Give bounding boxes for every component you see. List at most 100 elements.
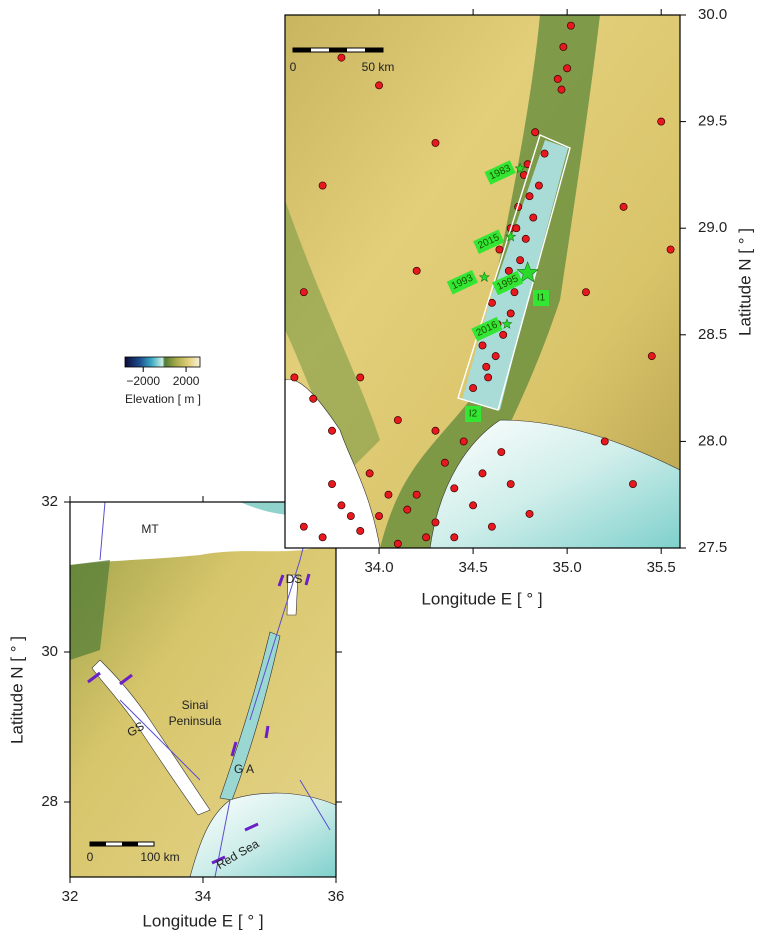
scale-bar-label: 100 km [140, 850, 179, 864]
x-tick-label: 35.5 [647, 559, 676, 576]
earthquake [432, 427, 439, 434]
earthquake [658, 118, 665, 125]
colorbar-label: Elevation [ m ] [125, 392, 201, 406]
earthquake [629, 480, 636, 487]
x-tick-label: 34.0 [364, 559, 393, 576]
x-tick-label: 36 [328, 888, 345, 905]
earthquake [522, 235, 529, 242]
earthquake [507, 480, 514, 487]
earthquake [498, 448, 505, 455]
earthquake [328, 427, 335, 434]
earthquake [479, 342, 486, 349]
earthquake [375, 512, 382, 519]
inset-map: MT DS Sinai Peninsula GS G A Red Sea 0 1… [7, 493, 344, 931]
y-axis-label: Latitude N [ ° ] [7, 636, 26, 744]
earthquake [357, 374, 364, 381]
colorbar-scale [125, 357, 200, 367]
main-scale-bar [293, 48, 383, 52]
earthquake [496, 246, 503, 253]
x-axis-label: Longitude E [ ° ] [421, 589, 542, 608]
earthquake [413, 491, 420, 498]
colorbar: Elevation [ m ] −2000 2000 [125, 357, 201, 406]
earthquake [385, 491, 392, 498]
earthquake [505, 267, 512, 274]
earthquake [338, 54, 345, 61]
x-tick-label: 32 [62, 888, 79, 905]
earthquake [375, 82, 382, 89]
x-tick-label: 34.5 [458, 559, 487, 576]
y-tick-label: 28.5 [698, 326, 727, 343]
earthquake [517, 257, 524, 264]
map-label: Peninsula [169, 714, 222, 728]
earthquake [507, 310, 514, 317]
earthquake [460, 438, 467, 445]
earthquake [451, 534, 458, 541]
earthquake [492, 353, 499, 360]
scale-bar-label: 50 km [362, 60, 395, 74]
earthquake [291, 374, 298, 381]
box-label: I1 [537, 293, 546, 304]
colorbar-tick-label: 2000 [173, 374, 200, 388]
earthquake [413, 267, 420, 274]
earthquake [488, 299, 495, 306]
map-label: MT [141, 522, 159, 536]
x-tick-label: 35.0 [553, 559, 582, 576]
earthquake [338, 502, 345, 509]
earthquake [526, 193, 533, 200]
colorbar-tick-label: −2000 [126, 374, 160, 388]
x-tick-label: 34 [195, 888, 212, 905]
map-label: Sinai [182, 698, 209, 712]
earthquake [560, 43, 567, 50]
earthquake [535, 182, 542, 189]
earthquake [441, 459, 448, 466]
y-tick-label: 28 [41, 793, 58, 810]
earthquake [479, 470, 486, 477]
earthquake [432, 519, 439, 526]
earthquake [620, 203, 627, 210]
earthquake [300, 289, 307, 296]
y-tick-label: 29.5 [698, 113, 727, 130]
earthquake [567, 22, 574, 29]
earthquake [601, 438, 608, 445]
earthquake [500, 331, 507, 338]
earthquake [394, 416, 401, 423]
earthquake [422, 534, 429, 541]
earthquake [511, 289, 518, 296]
earthquake [310, 395, 317, 402]
map-label: DS [286, 572, 303, 586]
earthquake [541, 150, 548, 157]
box-label: I2 [469, 409, 478, 420]
y-tick-label: 28.0 [698, 432, 727, 449]
earthquake [530, 214, 537, 221]
y-tick-label: 30 [41, 643, 58, 660]
earthquake [347, 512, 354, 519]
earthquake [451, 485, 458, 492]
earthquake [564, 65, 571, 72]
earthquake [667, 246, 674, 253]
map-label: G A [234, 762, 254, 776]
earthquake [526, 510, 533, 517]
earthquake [300, 523, 307, 530]
y-tick-label: 29.0 [698, 219, 727, 236]
earthquake [394, 540, 401, 547]
earthquake [404, 506, 411, 513]
earthquake [319, 182, 326, 189]
earthquake [582, 289, 589, 296]
earthquake [558, 86, 565, 93]
scale-bar-label: 0 [290, 60, 297, 74]
earthquake [485, 374, 492, 381]
earthquake [513, 225, 520, 232]
earthquake [432, 139, 439, 146]
earthquake [319, 534, 326, 541]
figure: MT DS Sinai Peninsula GS G A Red Sea 0 1… [0, 0, 758, 938]
y-tick-label: 27.5 [698, 539, 727, 556]
earthquake [648, 353, 655, 360]
y-axis-label: Latitude N [ ° ] [735, 228, 754, 336]
earthquake [469, 502, 476, 509]
y-tick-label: 32 [41, 493, 58, 510]
inset-scale-bar [90, 842, 154, 846]
earthquake [488, 523, 495, 530]
earthquake [357, 527, 364, 534]
earthquake [366, 470, 373, 477]
